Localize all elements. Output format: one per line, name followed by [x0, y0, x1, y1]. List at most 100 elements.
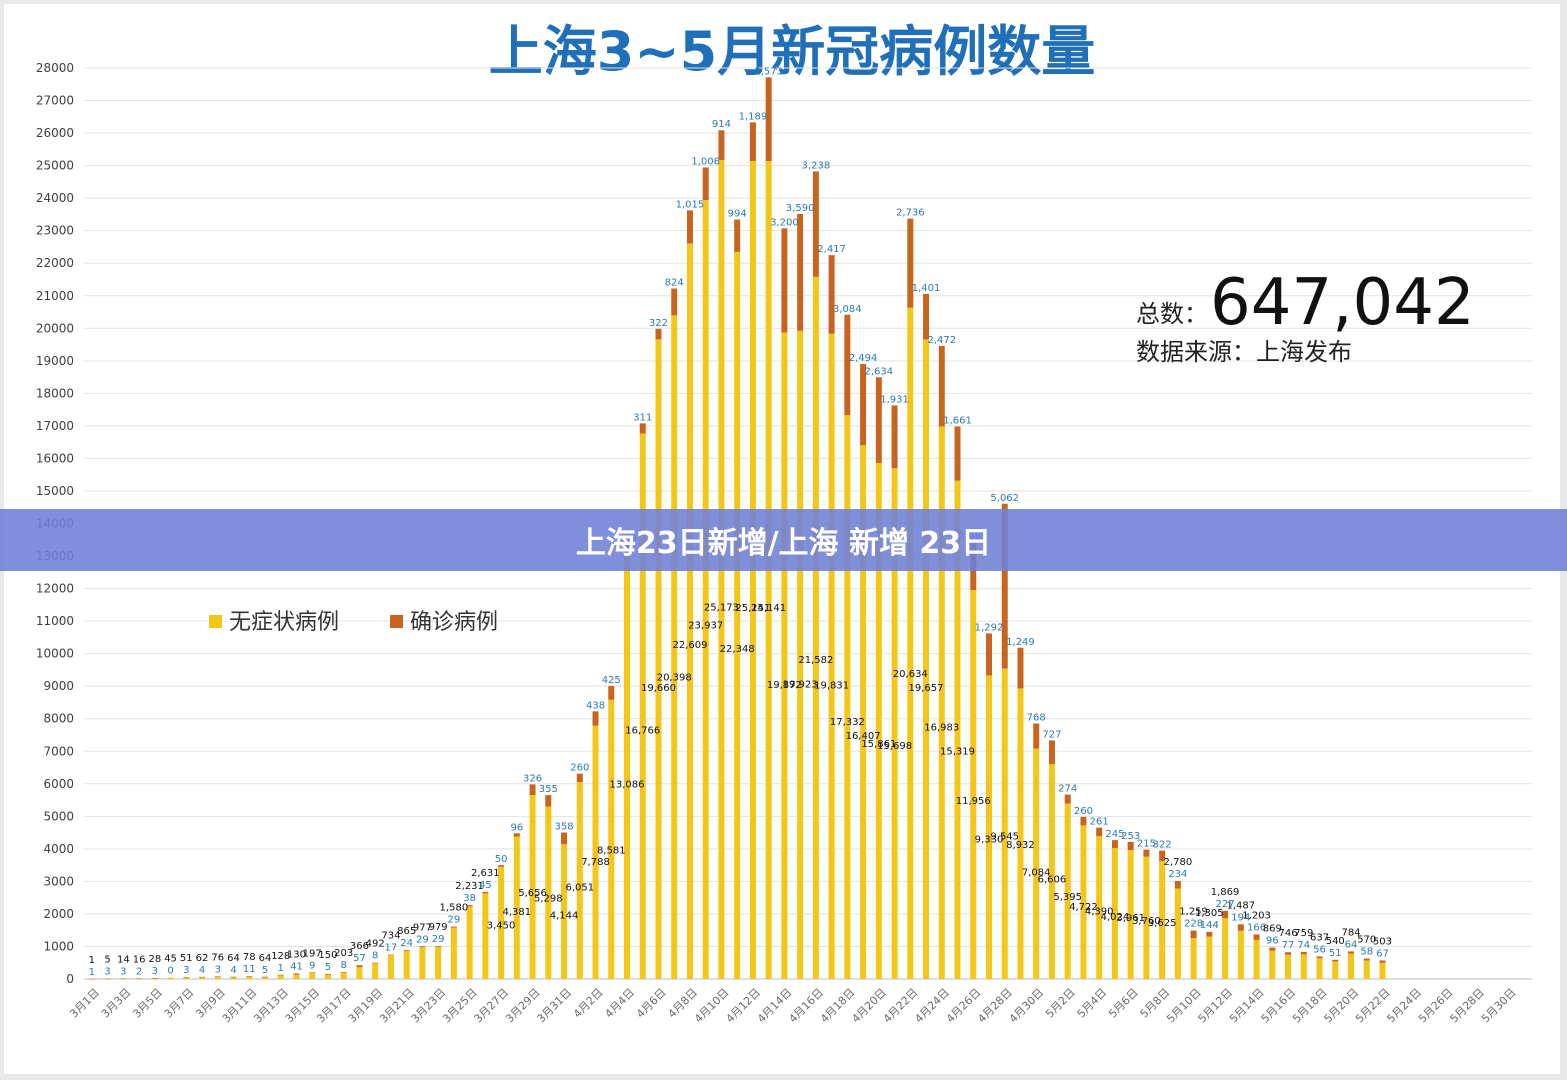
data-label-confirmed: 29 [448, 915, 461, 926]
bar-asymptomatic [781, 332, 788, 979]
data-label-asymptomatic: 6,606 [1038, 874, 1067, 885]
data-label-confirmed: 5,062 [990, 493, 1019, 504]
bar-confirmed [277, 974, 284, 976]
data-label-asymptomatic: 2,231 [455, 881, 484, 892]
data-label-confirmed: 3,084 [833, 304, 862, 315]
bar-asymptomatic [1017, 688, 1024, 979]
bar-confirmed [639, 423, 646, 434]
bar-confirmed [199, 976, 206, 978]
data-label-confirmed: 144 [1200, 920, 1219, 931]
bar-asymptomatic [1080, 825, 1087, 979]
data-label-asymptomatic: 19,660 [641, 683, 676, 694]
x-tick-label: 4月6日 [634, 986, 669, 1021]
bar-asymptomatic [199, 976, 206, 979]
bar-asymptomatic [938, 426, 945, 980]
x-tick-label: 4月30日 [1007, 986, 1047, 1026]
bar-asymptomatic [529, 794, 536, 979]
data-label-confirmed: 3 [120, 966, 126, 977]
x-axis: 3月1日3月3日3月5日3月7日3月9日3月11日3月13日3月15日3月17日… [67, 986, 1518, 1026]
data-label-asymptomatic: 1,259 [1179, 907, 1208, 918]
bar-asymptomatic [1363, 960, 1370, 979]
bar-confirmed [513, 833, 520, 837]
data-label-asymptomatic: 21,582 [798, 655, 833, 666]
data-label-confirmed: 425 [602, 675, 621, 686]
bar-confirmed [1206, 931, 1213, 937]
y-tick-label: 20000 [36, 321, 74, 335]
bar-asymptomatic [1206, 936, 1213, 979]
y-tick-label: 3000 [43, 874, 74, 888]
data-label-asymptomatic: 130 [287, 949, 306, 960]
data-label-asymptomatic: 19,831 [814, 681, 849, 692]
data-label-confirmed: 227 [1216, 899, 1235, 910]
bar-confirmed [702, 167, 709, 201]
bar-confirmed [136, 978, 143, 979]
bar-confirmed [88, 978, 95, 980]
data-label-asymptomatic: 3,450 [487, 920, 516, 931]
data-label-confirmed: 1,661 [943, 416, 972, 427]
data-label-asymptomatic: 4,381 [503, 907, 532, 918]
data-label-confirmed: 3 [152, 966, 158, 977]
data-label-asymptomatic: 16 [133, 954, 146, 965]
data-label-asymptomatic: 23,937 [688, 621, 723, 632]
y-axis: 0 1000 2000 3000 4000 5000 6000 7000 8000 9000 100… [36, 61, 74, 986]
data-label-confirmed: 322 [649, 318, 668, 329]
bar-confirmed [1174, 880, 1181, 889]
y-tick-label: 23000 [36, 224, 74, 238]
bar-confirmed [781, 228, 788, 333]
bar-confirmed [419, 946, 426, 948]
bar-confirmed [1190, 930, 1197, 939]
bar-confirmed [1316, 956, 1323, 959]
bar-confirmed [671, 288, 678, 316]
data-label-confirmed: 3 [104, 967, 110, 978]
bar-confirmed [1080, 816, 1087, 826]
data-label-asymptomatic: 6,051 [565, 882, 594, 893]
bar-asymptomatic [797, 330, 804, 979]
data-label-confirmed: 322 [1153, 840, 1172, 851]
bar-asymptomatic [1159, 861, 1166, 979]
bar-confirmed [246, 976, 253, 977]
data-label-asymptomatic: 869 [1263, 924, 1282, 935]
bar-asymptomatic [624, 553, 630, 979]
data-label-confirmed: 1,189 [739, 111, 768, 122]
data-label-asymptomatic: 62 [196, 953, 209, 964]
data-label-confirmed: 166 [1247, 922, 1266, 933]
bar-asymptomatic [1127, 850, 1134, 979]
bar-confirmed [561, 832, 568, 845]
bar-confirmed [954, 426, 961, 481]
data-label-asymptomatic: 1,203 [1242, 910, 1271, 921]
bar-asymptomatic [576, 782, 583, 979]
bar-asymptomatic [686, 243, 693, 980]
x-tick-label: 4月4日 [602, 986, 637, 1021]
y-tick-label: 22000 [36, 256, 74, 270]
bar-confirmed [1064, 794, 1071, 804]
data-source: 数据来源：上海发布 [1136, 338, 1352, 366]
x-tick-label: 3月3日 [99, 986, 134, 1021]
data-label-asymptomatic: 4,024 [1101, 912, 1130, 923]
headline-banner: 上海23日新增/上海 新增 23日 [0, 509, 1567, 571]
bar-asymptomatic [183, 977, 190, 979]
bar-asymptomatic [1174, 888, 1181, 979]
bar-confirmed [356, 965, 363, 968]
data-label-asymptomatic: 734 [381, 931, 400, 942]
data-label-asymptomatic: 22,609 [672, 640, 707, 651]
bar-confirmed [938, 346, 945, 427]
data-label-asymptomatic: 197 [303, 948, 322, 959]
bar-asymptomatic [1096, 836, 1103, 979]
bar-confirmed [1143, 849, 1150, 857]
data-label-confirmed: 11 [243, 964, 256, 975]
data-label-asymptomatic: 78 [243, 952, 256, 963]
data-label-confirmed: 3 [215, 964, 221, 975]
bar-confirmed [592, 711, 599, 726]
data-label-asymptomatic: 25,173 [704, 602, 739, 613]
y-tick-label: 0 [66, 972, 74, 986]
data-label-confirmed: 77 [1282, 940, 1295, 951]
bar-asymptomatic [1190, 938, 1197, 979]
bar-confirmed [797, 213, 804, 331]
x-tick-label: 3月31日 [535, 986, 575, 1026]
data-label-confirmed: 260 [570, 763, 589, 774]
bar-confirmed [860, 364, 867, 446]
data-label-confirmed: 74 [1297, 940, 1310, 951]
data-label-asymptomatic: 16,983 [924, 722, 959, 733]
data-label-confirmed: 3 [183, 965, 189, 976]
bar-asymptomatic [1001, 668, 1008, 979]
